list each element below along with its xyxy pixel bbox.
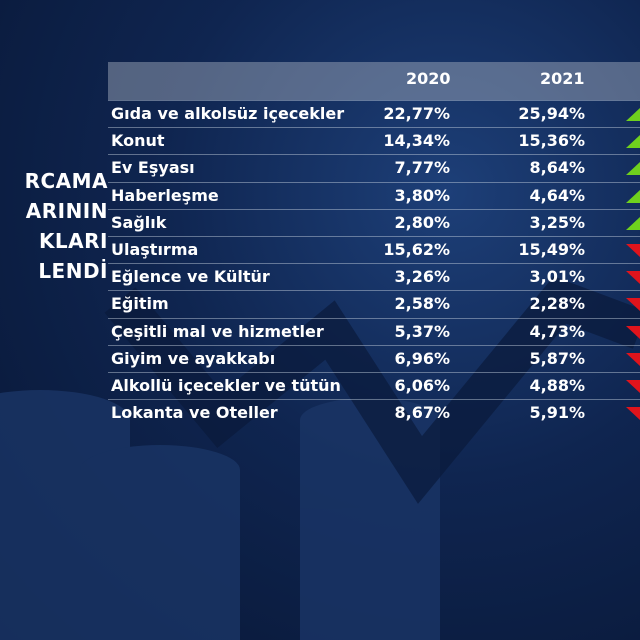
table-row: Giyim ve ayakkabı 6,96% 5,87%: [108, 344, 640, 373]
category-label: Gıda ve alkolsüz içecekler: [111, 104, 345, 123]
value-2021: 3,25%: [529, 212, 585, 232]
category-label: Ulaştırma: [111, 240, 199, 259]
value-2021: 4,73%: [529, 321, 585, 341]
category-label: Ev Eşyası: [111, 158, 195, 178]
value-2020: 3,80%: [394, 185, 450, 205]
trend-down-icon: [626, 380, 640, 393]
category-label: Konut: [111, 131, 165, 151]
column-header-2021: 2021: [540, 69, 585, 88]
table-row: Ulaştırma 15,62% 15,49%: [108, 236, 640, 264]
value-2021: 15,49%: [518, 240, 585, 259]
category-label: Lokanta ve Oteller: [111, 403, 278, 423]
headline-line: ARININ: [25, 199, 108, 223]
trend-down-icon: [626, 244, 640, 257]
value-2021: 2,28%: [529, 294, 585, 314]
value-2021: 15,36%: [518, 131, 585, 151]
trend-down-icon: [626, 271, 640, 285]
table-row: Alkollü içecekler ve tütün 6,06% 4,88%: [108, 372, 640, 400]
headline-line: RCAMA: [24, 169, 108, 193]
category-label: Alkollü içecekler ve tütün: [111, 376, 341, 395]
table-row: Haberleşme 3,80% 4,64%: [108, 181, 640, 210]
value-2020: 5,37%: [394, 321, 450, 341]
trend-down-icon: [626, 298, 640, 312]
value-2020: 6,06%: [394, 376, 450, 395]
trend-down-icon: [626, 325, 640, 339]
value-2021: 4,64%: [529, 185, 585, 205]
headline-line: KLARI: [38, 229, 108, 253]
value-2020: 8,67%: [394, 403, 450, 423]
trend-up-icon: [626, 189, 640, 203]
table-header: 2020 2021: [108, 62, 640, 100]
value-2020: 2,58%: [394, 294, 450, 314]
table-row: Sağlık 2,80% 3,25%: [108, 208, 640, 237]
trend-up-icon: [626, 108, 640, 121]
table-row: Gıda ve alkolsüz içecekler 22,77% 25,94%: [108, 100, 640, 128]
headline-line: LENDİ: [38, 259, 108, 283]
category-label: Sağlık: [111, 212, 167, 232]
value-2020: 3,26%: [394, 267, 450, 287]
value-2020: 7,77%: [394, 158, 450, 178]
trend-down-icon: [626, 352, 640, 366]
value-2021: 4,88%: [529, 376, 585, 395]
value-2021: 8,64%: [529, 158, 585, 178]
trend-up-icon: [626, 216, 640, 230]
trend-up-icon: [626, 162, 640, 176]
value-2021: 3,01%: [529, 267, 585, 287]
category-label: Çeşitli mal ve hizmetler: [111, 321, 324, 341]
category-label: Eğlence ve Kültür: [111, 267, 270, 287]
value-2020: 6,96%: [394, 348, 450, 368]
table-row: Çeşitli mal ve hizmetler 5,37% 4,73%: [108, 317, 640, 346]
table-row: Ev Eşyası 7,77% 8,64%: [108, 154, 640, 182]
column-header-2020: 2020: [406, 69, 451, 88]
value-2021: 25,94%: [518, 104, 585, 123]
value-2020: 14,34%: [383, 131, 450, 151]
category-label: Haberleşme: [111, 185, 219, 205]
value-2021: 5,91%: [529, 403, 585, 423]
headline-fragment: RCAMA ARININ KLARI LENDİ: [0, 166, 108, 286]
value-2020: 2,80%: [394, 212, 450, 232]
table-row: Lokanta ve Oteller 8,67% 5,91%: [108, 399, 640, 427]
table-row: Eğlence ve Kültür 3,26% 3,01%: [108, 263, 640, 291]
trend-up-icon: [626, 135, 640, 149]
table-row: Eğitim 2,58% 2,28%: [108, 290, 640, 318]
value-2020: 15,62%: [383, 240, 450, 259]
value-2020: 22,77%: [383, 104, 450, 123]
trend-down-icon: [626, 407, 640, 421]
category-label: Giyim ve ayakkabı: [111, 348, 276, 368]
table-row: Konut 14,34% 15,36%: [108, 127, 640, 155]
value-2021: 5,87%: [529, 348, 585, 368]
category-label: Eğitim: [111, 294, 169, 314]
